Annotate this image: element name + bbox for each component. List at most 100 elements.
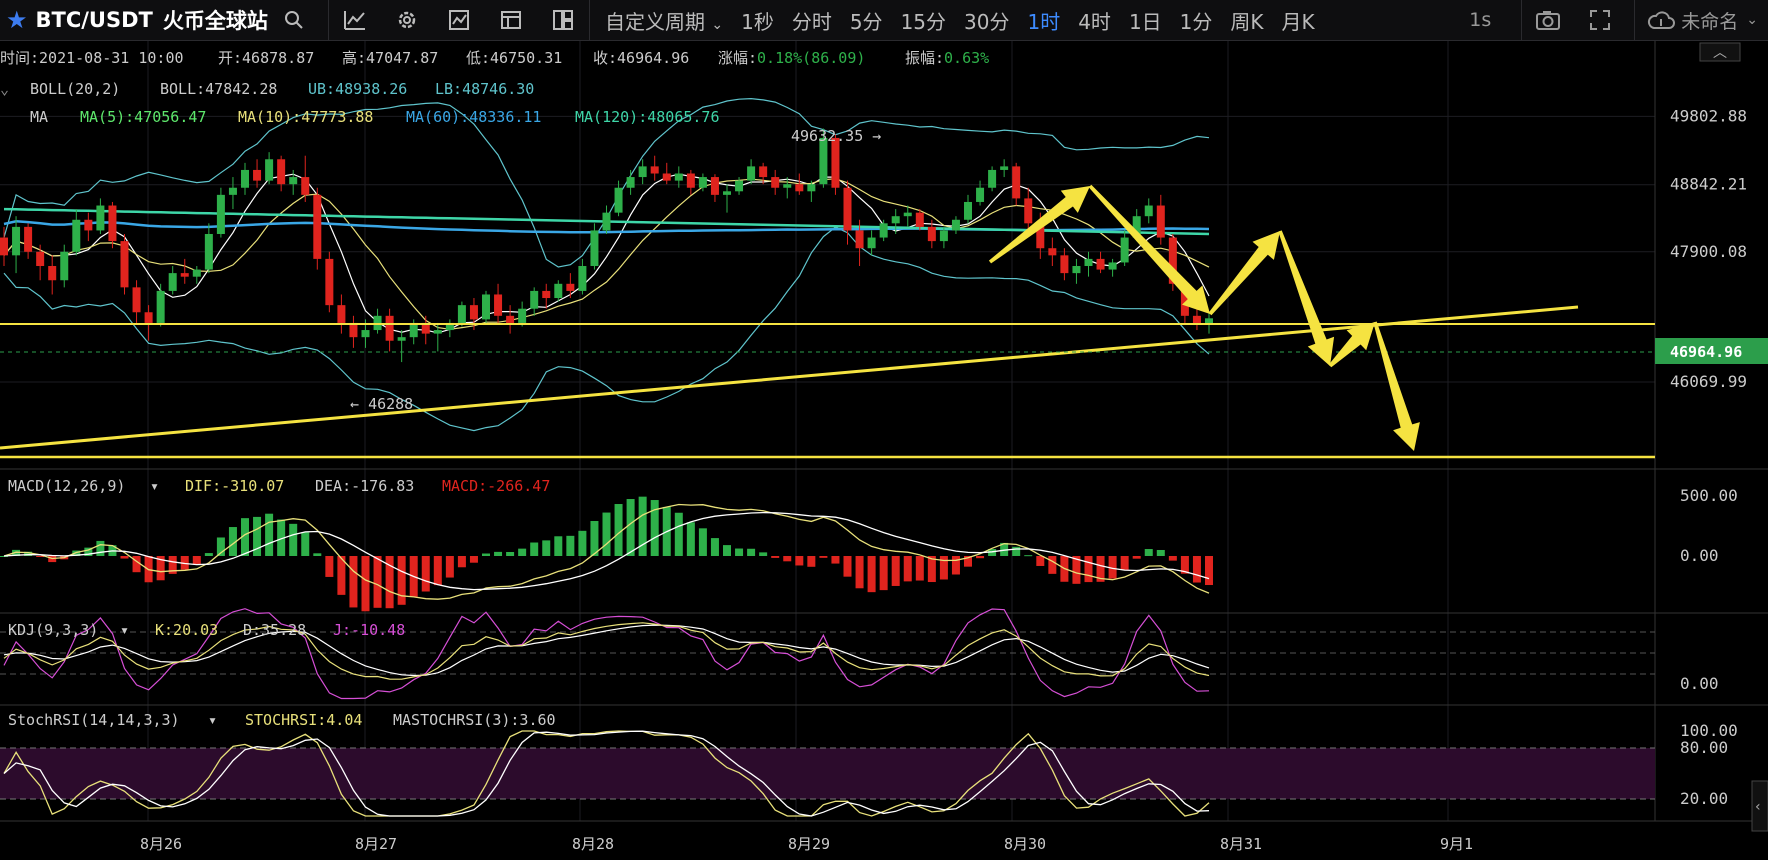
camera-icon[interactable] <box>1528 0 1568 40</box>
indicator-icon[interactable] <box>335 0 375 40</box>
candle-body <box>1192 315 1201 325</box>
macd-histogram-bar <box>253 516 262 556</box>
candle-body <box>831 137 840 188</box>
svg-text:8月29: 8月29 <box>788 835 830 853</box>
candle-body <box>1108 262 1117 270</box>
candle-body <box>927 226 936 242</box>
candle-body <box>12 226 21 256</box>
macd-histogram-bar <box>168 556 177 574</box>
candle-body <box>1168 237 1177 284</box>
macd-histogram-bar <box>530 542 539 556</box>
candle-body <box>614 187 623 213</box>
candle-body <box>144 312 153 323</box>
candle-body <box>855 230 864 249</box>
gear-icon[interactable] <box>387 0 427 40</box>
candle-body <box>976 187 985 202</box>
collapse-panel-button[interactable] <box>1699 42 1741 62</box>
period-1min[interactable]: 1分 <box>1179 9 1213 34</box>
period-month[interactable]: 月K <box>1281 9 1315 34</box>
price-tick-label: 47900.08 <box>1670 242 1747 261</box>
cloud-icon[interactable] <box>1641 0 1681 40</box>
period-4h[interactable]: 4时 <box>1078 9 1111 34</box>
price-axis: 49802.88 48842.21 47900.08 46069.99 0.00 500.… <box>1670 106 1747 808</box>
kdj-j-line <box>3 608 1210 700</box>
fullscreen-icon[interactable] <box>1580 0 1620 40</box>
layout-icon[interactable] <box>543 0 583 40</box>
svg-text:低:46750.31: 低:46750.31 <box>466 49 562 67</box>
candle-body <box>807 184 816 192</box>
period-1d[interactable]: 1日 <box>1128 9 1162 34</box>
candle-body <box>108 205 117 242</box>
candle-body <box>349 322 358 338</box>
chevron-down-icon: ▾ <box>208 711 217 729</box>
macd-histogram-bar <box>674 512 683 556</box>
candle-body <box>843 187 852 231</box>
period-30m[interactable]: 30分 <box>964 9 1010 34</box>
interval-label[interactable]: 1s <box>1469 9 1492 31</box>
svg-text:StochRSI(14,14,3,3): StochRSI(14,14,3,3) <box>8 711 180 729</box>
template-icon[interactable] <box>491 0 531 40</box>
svg-text:MA(5):47056.47: MA(5):47056.47 <box>80 108 206 126</box>
period-5m[interactable]: 5分 <box>849 9 883 34</box>
svg-text:时间:2021-08-31 10:00: 时间:2021-08-31 10:00 <box>0 49 184 67</box>
svg-text:MA(120):48065.76: MA(120):48065.76 <box>575 108 720 126</box>
macd-histogram-bar <box>433 556 442 586</box>
candle-body <box>698 177 707 188</box>
svg-text:9月1: 9月1 <box>1440 835 1473 853</box>
account-name[interactable]: 未命名 <box>1681 10 1739 33</box>
chart-type-icon[interactable] <box>439 0 479 40</box>
trend-arrow <box>1373 321 1420 451</box>
candle-body <box>1012 166 1021 199</box>
macd-panel <box>0 496 1213 612</box>
macd-histogram-bar <box>771 556 780 558</box>
scroll-left-button[interactable] <box>1751 780 1768 832</box>
macd-histogram-bar <box>469 556 478 563</box>
svg-text:LB:48746.30: LB:48746.30 <box>435 80 534 98</box>
period-timeline[interactable]: 分时 <box>791 9 832 34</box>
trend-arrow <box>1328 322 1375 368</box>
chevron-down-icon: ▾ <box>120 621 129 639</box>
macd-histogram-bar <box>951 556 960 575</box>
custom-period-dropdown[interactable]: 自定义周期 ⌄ <box>605 9 724 34</box>
candle-body <box>783 184 792 188</box>
ma-legend: MA MA(5):47056.47 MA(10):47773.88 MA(60)… <box>30 108 720 126</box>
period-week[interactable]: 周K <box>1230 9 1264 34</box>
macd-histogram-bar <box>241 518 249 556</box>
candle-body <box>518 308 527 323</box>
macd-histogram-bar <box>120 556 129 559</box>
favorite-star-icon[interactable]: ★ <box>6 6 28 34</box>
search-icon[interactable] <box>274 0 314 40</box>
macd-histogram-bar <box>313 553 322 556</box>
period-1s[interactable]: 1秒 <box>741 9 774 34</box>
macd-histogram-bar <box>879 556 888 591</box>
candle-body <box>301 177 310 195</box>
candle-body <box>530 290 539 309</box>
period-1h[interactable]: 1时 <box>1027 9 1061 34</box>
kline-chart[interactable]: 49802.88 48842.21 47900.08 46069.99 0.00 500.… <box>0 41 1768 860</box>
macd-histogram-bar <box>277 519 286 556</box>
macd-histogram-bar <box>1120 556 1129 570</box>
stochrsi-tick-label: 100.00 <box>1680 721 1738 740</box>
candle-body <box>445 322 454 331</box>
candle-body <box>361 330 370 338</box>
candle-body <box>759 166 768 178</box>
macd-histogram-bar <box>204 553 213 556</box>
macd-histogram-bar <box>759 552 768 556</box>
candle-body <box>1120 237 1129 263</box>
boll-legend: ⌄ BOLL(20,2) BOLL:47842.28 UB:48938.26 L… <box>0 80 534 98</box>
macd-histogram-bar <box>1180 556 1189 574</box>
period-15m[interactable]: 15分 <box>900 9 947 34</box>
candle-body <box>84 219 93 231</box>
macd-histogram-bar <box>1108 556 1117 579</box>
macd-histogram-bar <box>1168 556 1177 561</box>
candle-body <box>469 305 478 320</box>
macd-histogram-bar <box>650 500 659 556</box>
candle-body <box>879 223 888 238</box>
symbol-selector[interactable]: ★ BTC/USDT 火币全球站 <box>0 0 322 40</box>
macd-histogram-bar <box>445 556 454 578</box>
candle-body <box>120 241 129 288</box>
candle-body <box>951 219 960 231</box>
svg-text:MA(60):48336.11: MA(60):48336.11 <box>406 108 541 126</box>
chevron-down-icon[interactable]: ⌄ <box>1746 12 1758 28</box>
toolbar: ★ BTC/USDT 火币全球站 自定义周期 ⌄ 1秒 分时 5分 15分 30… <box>0 0 1768 41</box>
